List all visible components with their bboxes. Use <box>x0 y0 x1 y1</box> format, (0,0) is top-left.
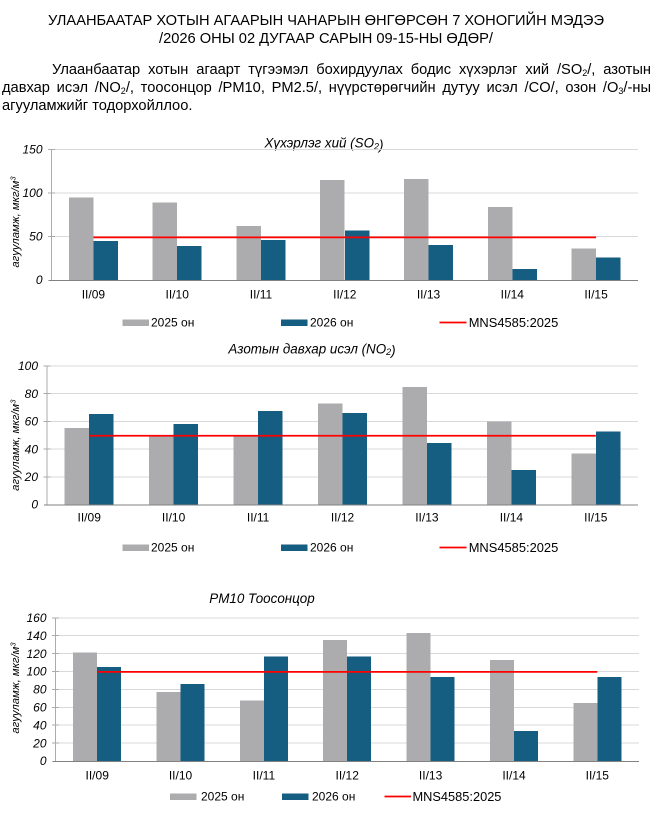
svg-text:II/12: II/12 <box>333 288 357 302</box>
svg-text:20: 20 <box>24 470 39 484</box>
svg-text:20: 20 <box>32 736 47 750</box>
svg-text:II/11: II/11 <box>253 769 276 783</box>
svg-text:II/09: II/09 <box>86 769 110 783</box>
svg-text:40: 40 <box>25 442 39 456</box>
svg-text:MNS4585:2025: MNS4585:2025 <box>469 540 559 555</box>
svg-text:40: 40 <box>33 718 47 732</box>
svg-text:0: 0 <box>31 498 38 512</box>
svg-text:100: 100 <box>26 665 46 679</box>
svg-text:II/12: II/12 <box>331 511 355 525</box>
svg-text:0: 0 <box>36 273 43 287</box>
svg-text:140: 140 <box>26 629 46 643</box>
svg-text:60: 60 <box>25 415 39 429</box>
svg-text:150: 150 <box>22 143 42 157</box>
svg-text:агууламж, мкг/м3: агууламж, мкг/м3 <box>8 642 22 734</box>
svg-text:II/09: II/09 <box>82 288 106 302</box>
svg-text:II/10: II/10 <box>169 769 193 783</box>
svg-text:II/11: II/11 <box>247 511 270 525</box>
svg-text:II/14: II/14 <box>500 511 524 525</box>
svg-text:80: 80 <box>33 683 47 697</box>
svg-text:агууламж, мкг/м3: агууламж, мкг/м3 <box>8 176 22 268</box>
svg-text:Хүхэрлэг хий (SO2): Хүхэрлэг хий (SO2) <box>264 136 384 153</box>
svg-text:II/14: II/14 <box>501 288 525 302</box>
svg-text:2025 он: 2025 он <box>151 541 194 555</box>
svg-text:II/09: II/09 <box>78 511 102 525</box>
svg-text:2026 он: 2026 он <box>312 790 355 804</box>
svg-text:MNS4585:2025: MNS4585:2025 <box>413 789 502 804</box>
svg-text:120: 120 <box>26 647 46 661</box>
svg-text:50: 50 <box>29 230 43 244</box>
svg-text:160: 160 <box>26 611 46 625</box>
svg-text:MNS4585:2025: MNS4585:2025 <box>469 315 559 330</box>
svg-text:агууламж, мкг/м3: агууламж, мкг/м3 <box>8 399 22 491</box>
svg-text:II/13: II/13 <box>419 769 443 783</box>
svg-text:II/10: II/10 <box>166 288 190 302</box>
svg-text:Азотын давхар исэл (NO2): Азотын давхар исэл (NO2) <box>227 341 395 358</box>
svg-text:II/15: II/15 <box>586 769 610 783</box>
svg-text:II/13: II/13 <box>417 288 441 302</box>
svg-text:2025 он: 2025 он <box>151 316 194 330</box>
svg-text:2026 он: 2026 он <box>310 316 353 330</box>
svg-text:60: 60 <box>33 701 47 715</box>
svg-text:II/13: II/13 <box>415 511 439 525</box>
svg-text:II/15: II/15 <box>584 288 608 302</box>
svg-text:II/11: II/11 <box>250 288 273 302</box>
svg-text:II/14: II/14 <box>502 769 526 783</box>
svg-text:100: 100 <box>22 186 42 200</box>
svg-text:2026 он: 2026 он <box>310 541 353 555</box>
svg-text:0: 0 <box>40 754 47 768</box>
svg-text:80: 80 <box>25 387 39 401</box>
svg-text:2025 он: 2025 он <box>201 790 244 804</box>
svg-text:II/12: II/12 <box>336 769 360 783</box>
svg-text:PM10 Тоосонцор: PM10 Тоосонцор <box>209 591 315 606</box>
svg-text:II/10: II/10 <box>162 511 186 525</box>
svg-text:II/15: II/15 <box>584 511 608 525</box>
svg-text:100: 100 <box>18 359 38 373</box>
